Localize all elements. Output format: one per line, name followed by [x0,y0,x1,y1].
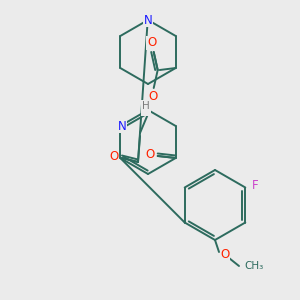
Text: F: F [252,179,259,192]
Text: N: N [118,119,127,133]
Text: N: N [144,14,152,26]
Text: H: H [142,101,150,111]
Text: O: O [220,248,230,262]
Text: O: O [148,91,157,103]
Text: O: O [147,37,156,50]
Text: N: N [142,103,150,116]
Text: O: O [110,151,118,164]
Text: CH₃: CH₃ [244,261,263,271]
Text: O: O [145,148,154,161]
